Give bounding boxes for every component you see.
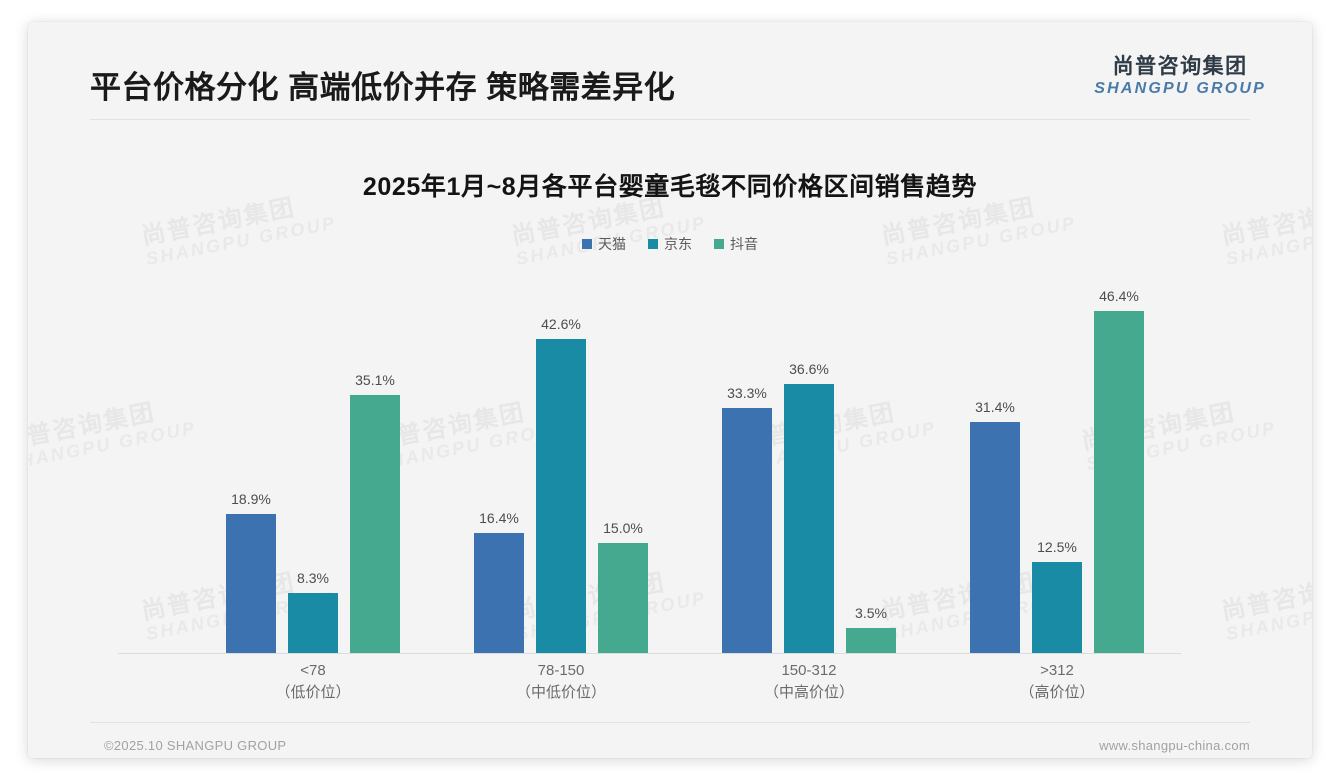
bar-抖音-<78[interactable]: 35.1% <box>350 270 400 654</box>
bar-value-label: 36.6% <box>789 360 829 377</box>
footer-website: www.shangpu-china.com <box>1099 738 1250 753</box>
bar-rect[interactable] <box>474 532 524 654</box>
x-axis-label-78-150: 78-150 （中低价位） <box>516 660 606 704</box>
x-axis-label-range: <78 <box>300 662 326 679</box>
x-axis-label-range: >312 <box>1040 662 1074 679</box>
page-title: 平台价格分化 高端低价并存 策略需差异化 <box>90 70 676 105</box>
legend-label: 京东 <box>664 236 692 252</box>
bar-京东->312[interactable]: 12.5% <box>1032 270 1082 654</box>
brand-name-cn: 尚普咨询集团 <box>1112 55 1248 78</box>
bar-rect[interactable] <box>536 339 586 654</box>
x-axis-label-<78: <78 （低价位） <box>275 660 350 704</box>
bar-rect[interactable] <box>722 408 772 654</box>
footer-divider <box>90 722 1250 723</box>
legend-label: 抖音 <box>730 236 758 252</box>
x-axis-label-range: 150-312 <box>781 662 837 679</box>
bar-value-label: 46.4% <box>1099 288 1139 305</box>
legend-swatch-icon <box>648 239 658 249</box>
slide-card: 尚普咨询集团 SHANGPU GROUP 尚普咨询集团 SHANGPU GROUP 尚普… <box>28 22 1312 758</box>
bar-value-label: 35.1% <box>355 371 395 388</box>
chart-legend: 天猫 京东 抖音 <box>28 234 1312 254</box>
bar-group-150-312: 33.3% 36.6% 3.5% <box>716 270 902 654</box>
legend-item-京东[interactable]: 京东 <box>648 234 692 254</box>
brand-name-en: SHANGPU GROUP <box>1094 79 1266 97</box>
legend-swatch-icon <box>714 239 724 249</box>
chart-baseline-axis <box>118 653 1181 654</box>
bar-rect[interactable] <box>598 543 648 654</box>
bar-rect[interactable] <box>226 514 276 654</box>
bar-value-label: 31.4% <box>975 399 1015 416</box>
bar-京东-78-150[interactable]: 42.6% <box>536 270 586 654</box>
bar-value-label: 3.5% <box>855 605 887 622</box>
brand-logo: 尚普咨询集团 SHANGPU GROUP <box>1094 55 1266 97</box>
bar-京东-150-312[interactable]: 36.6% <box>784 270 834 654</box>
chart-x-axis-labels: <78 （低价位） 78-150 （中低价位） 150-312 （中高价位） >312 （高价… <box>118 660 1228 712</box>
bar-rect[interactable] <box>1032 561 1082 654</box>
legend-swatch-icon <box>582 239 592 249</box>
bar-group-<78: 18.9% 8.3% 35.1% <box>220 270 406 654</box>
chart-plot-area: 18.9% 8.3% 35.1% 16.4% 42.6% 15.0% 33.3% 36.6% 3… <box>118 270 1228 654</box>
bar-value-label: 42.6% <box>541 316 581 333</box>
bar-value-label: 12.5% <box>1037 538 1077 555</box>
bar-抖音-78-150[interactable]: 15.0% <box>598 270 648 654</box>
chart-title: 2025年1月~8月各平台婴童毛毯不同价格区间销售趋势 <box>362 173 978 201</box>
bar-天猫->312[interactable]: 31.4% <box>970 270 1020 654</box>
bar-抖音->312[interactable]: 46.4% <box>1094 270 1144 654</box>
bar-天猫-150-312[interactable]: 33.3% <box>722 270 772 654</box>
x-axis-label-tier: （中高价位） <box>763 683 855 701</box>
bar-天猫-78-150[interactable]: 16.4% <box>474 270 524 654</box>
x-axis-label-tier: （高价位） <box>1019 683 1095 701</box>
bar-group->312: 31.4% 12.5% 46.4% <box>964 270 1150 654</box>
x-axis-label-range: 78-150 <box>537 662 585 679</box>
bar-rect[interactable] <box>846 628 896 654</box>
bar-rect[interactable] <box>970 422 1020 654</box>
bar-group-78-150: 16.4% 42.6% 15.0% <box>468 270 654 654</box>
bar-rect[interactable] <box>1094 311 1144 654</box>
bar-value-label: 16.4% <box>479 509 519 526</box>
x-axis-label->312: >312 （高价位） <box>1019 660 1094 704</box>
bar-抖音-150-312[interactable]: 3.5% <box>846 270 896 654</box>
bar-value-label: 18.9% <box>231 491 271 508</box>
legend-item-天猫[interactable]: 天猫 <box>582 234 626 254</box>
x-axis-label-150-312: 150-312 （中高价位） <box>764 660 854 704</box>
x-axis-label-tier: （中低价位） <box>515 683 607 701</box>
bar-value-label: 8.3% <box>297 569 329 586</box>
bar-value-label: 15.0% <box>603 520 643 537</box>
legend-label: 天猫 <box>598 236 626 252</box>
header-divider <box>90 119 1250 120</box>
x-axis-label-tier: （低价位） <box>275 683 351 701</box>
bar-京东-<78[interactable]: 8.3% <box>288 270 338 654</box>
bar-天猫-<78[interactable]: 18.9% <box>226 270 276 654</box>
bar-rect[interactable] <box>288 592 338 654</box>
footer-copyright: ©2025.10 SHANGPU GROUP <box>104 738 287 753</box>
bar-value-label: 33.3% <box>727 385 767 402</box>
legend-item-抖音[interactable]: 抖音 <box>714 234 758 254</box>
slide-header: 平台价格分化 高端低价并存 策略需差异化 尚普咨询集团 SHANGPU GROU… <box>28 22 1312 120</box>
bar-rect[interactable] <box>784 383 834 654</box>
bar-rect[interactable] <box>350 394 400 654</box>
